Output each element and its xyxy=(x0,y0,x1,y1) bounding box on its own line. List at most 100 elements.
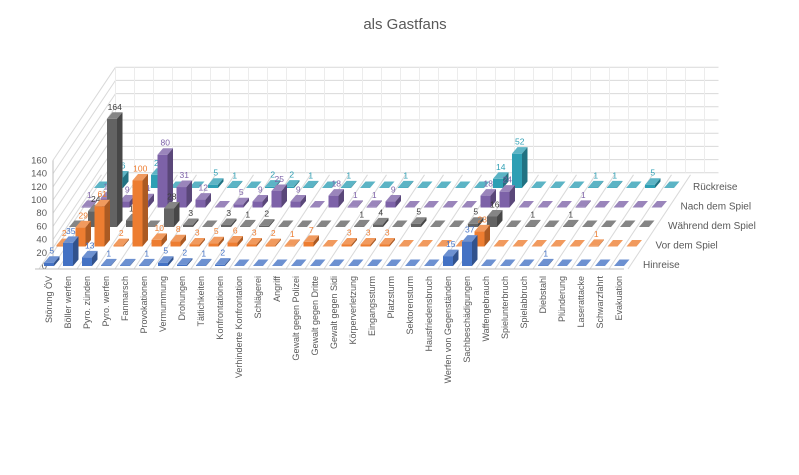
bar-top-face xyxy=(341,238,357,245)
bar-top-face xyxy=(227,180,243,188)
bar-top-face xyxy=(531,240,547,247)
bar-top-face xyxy=(246,181,262,188)
data-label: 1 xyxy=(290,229,295,239)
category-axis-label: Diebstahl xyxy=(538,276,548,314)
bar-front-face xyxy=(88,211,98,227)
category-axis-label: Drohungen xyxy=(177,276,187,321)
bar-top-face xyxy=(436,240,452,247)
bar-front-face xyxy=(208,243,219,247)
bar-front-face xyxy=(158,262,168,266)
data-label: 1 xyxy=(87,190,92,200)
bar-top-face xyxy=(309,201,325,208)
bar-side-face xyxy=(218,236,224,247)
bar-side-face xyxy=(225,258,231,266)
bar-top-face xyxy=(620,220,636,227)
bar-top-face xyxy=(404,201,420,208)
bar-side-face xyxy=(243,197,249,208)
data-label: 9 xyxy=(258,185,263,195)
bar-front-face xyxy=(177,264,187,266)
bar-side-face xyxy=(85,220,91,247)
category-axis-label: Platzsturm xyxy=(386,276,396,319)
bar-side-face xyxy=(117,112,123,227)
bar-top-face xyxy=(436,181,452,188)
bar-top-face xyxy=(443,249,459,257)
bar-top-face xyxy=(594,201,610,208)
bar-top-face xyxy=(556,201,572,208)
bar-front-face xyxy=(607,187,617,188)
data-label: 52 xyxy=(515,137,525,147)
bar-top-face xyxy=(354,219,370,227)
bar-side-face xyxy=(294,180,300,188)
bar-side-face xyxy=(174,202,180,227)
bar-side-face xyxy=(281,184,287,208)
bar-top-face xyxy=(360,238,376,245)
bar-top-face xyxy=(411,217,427,224)
bar-front-face xyxy=(480,195,491,208)
bar-front-face xyxy=(328,195,339,208)
bar-top-face xyxy=(601,220,617,227)
bar-top-face xyxy=(234,259,250,266)
data-label: 1 xyxy=(359,209,364,219)
data-label: 14 xyxy=(496,162,506,172)
floor-gridline xyxy=(266,174,330,270)
bar-top-face xyxy=(151,233,167,240)
data-label: 164 xyxy=(108,102,122,112)
bar-top-face xyxy=(278,220,294,227)
bar-side-face xyxy=(453,249,459,266)
bar-front-face xyxy=(373,224,383,227)
data-label: 10 xyxy=(155,223,165,233)
category-axis-label: Böller werfen xyxy=(63,276,73,329)
bar-side-face xyxy=(148,193,154,208)
bar-top-face xyxy=(303,180,319,188)
data-label: 1 xyxy=(201,248,206,258)
bar-top-face xyxy=(607,240,623,247)
bar-side-face xyxy=(357,200,363,208)
bar-top-face xyxy=(328,189,344,196)
value-axis-label: 40 xyxy=(36,235,47,246)
floor-gridline xyxy=(190,174,254,270)
floor-gridline xyxy=(608,174,672,270)
bar-front-face xyxy=(645,184,655,188)
bar-top-face xyxy=(291,259,307,266)
bar-top-face xyxy=(202,220,218,227)
bar-side-face xyxy=(168,256,174,266)
bar-side-face xyxy=(370,238,376,247)
data-label: 5 xyxy=(239,187,244,197)
bar-top-face xyxy=(537,201,553,208)
bar-front-face xyxy=(468,223,478,227)
bar-top-face xyxy=(474,224,490,232)
bar-top-face xyxy=(499,185,515,192)
bar-side-face xyxy=(421,217,427,227)
bar-top-face xyxy=(474,181,490,188)
bar-top-face xyxy=(639,220,655,227)
category-axis-label: Pyro. werfen xyxy=(101,276,111,327)
bar-side-face xyxy=(237,180,243,188)
bar-top-face xyxy=(94,181,110,188)
bar-top-face xyxy=(253,259,269,266)
bar-side-face xyxy=(351,180,357,188)
value-axis-label: 100 xyxy=(31,195,47,206)
bar-top-face xyxy=(512,240,528,247)
bar-top-face xyxy=(265,180,281,187)
category-axis-label: Evakuation xyxy=(614,276,624,321)
bar-top-face xyxy=(525,219,541,227)
data-label: 7 xyxy=(309,225,314,235)
bar-front-face xyxy=(290,201,301,208)
category-axis-label: Provokationen xyxy=(139,276,149,334)
bar-top-face xyxy=(582,220,598,227)
data-label: 1 xyxy=(543,248,548,258)
data-label: 1 xyxy=(581,190,586,200)
bar-side-face xyxy=(573,219,579,227)
bar-side-face xyxy=(193,218,199,227)
floor-gridline xyxy=(171,174,235,270)
bar-front-face xyxy=(360,244,371,247)
data-label: 5 xyxy=(473,207,478,217)
category-axis-label: Eingangssturm xyxy=(367,276,377,336)
bar-top-face xyxy=(455,181,471,188)
data-label: 3 xyxy=(252,228,257,238)
data-label: 2 xyxy=(289,170,294,180)
bar-front-face xyxy=(252,201,263,208)
category-axis-label: Schwarzfahrt xyxy=(595,276,605,329)
data-label: 1 xyxy=(530,209,535,219)
bar-side-face xyxy=(218,178,224,188)
